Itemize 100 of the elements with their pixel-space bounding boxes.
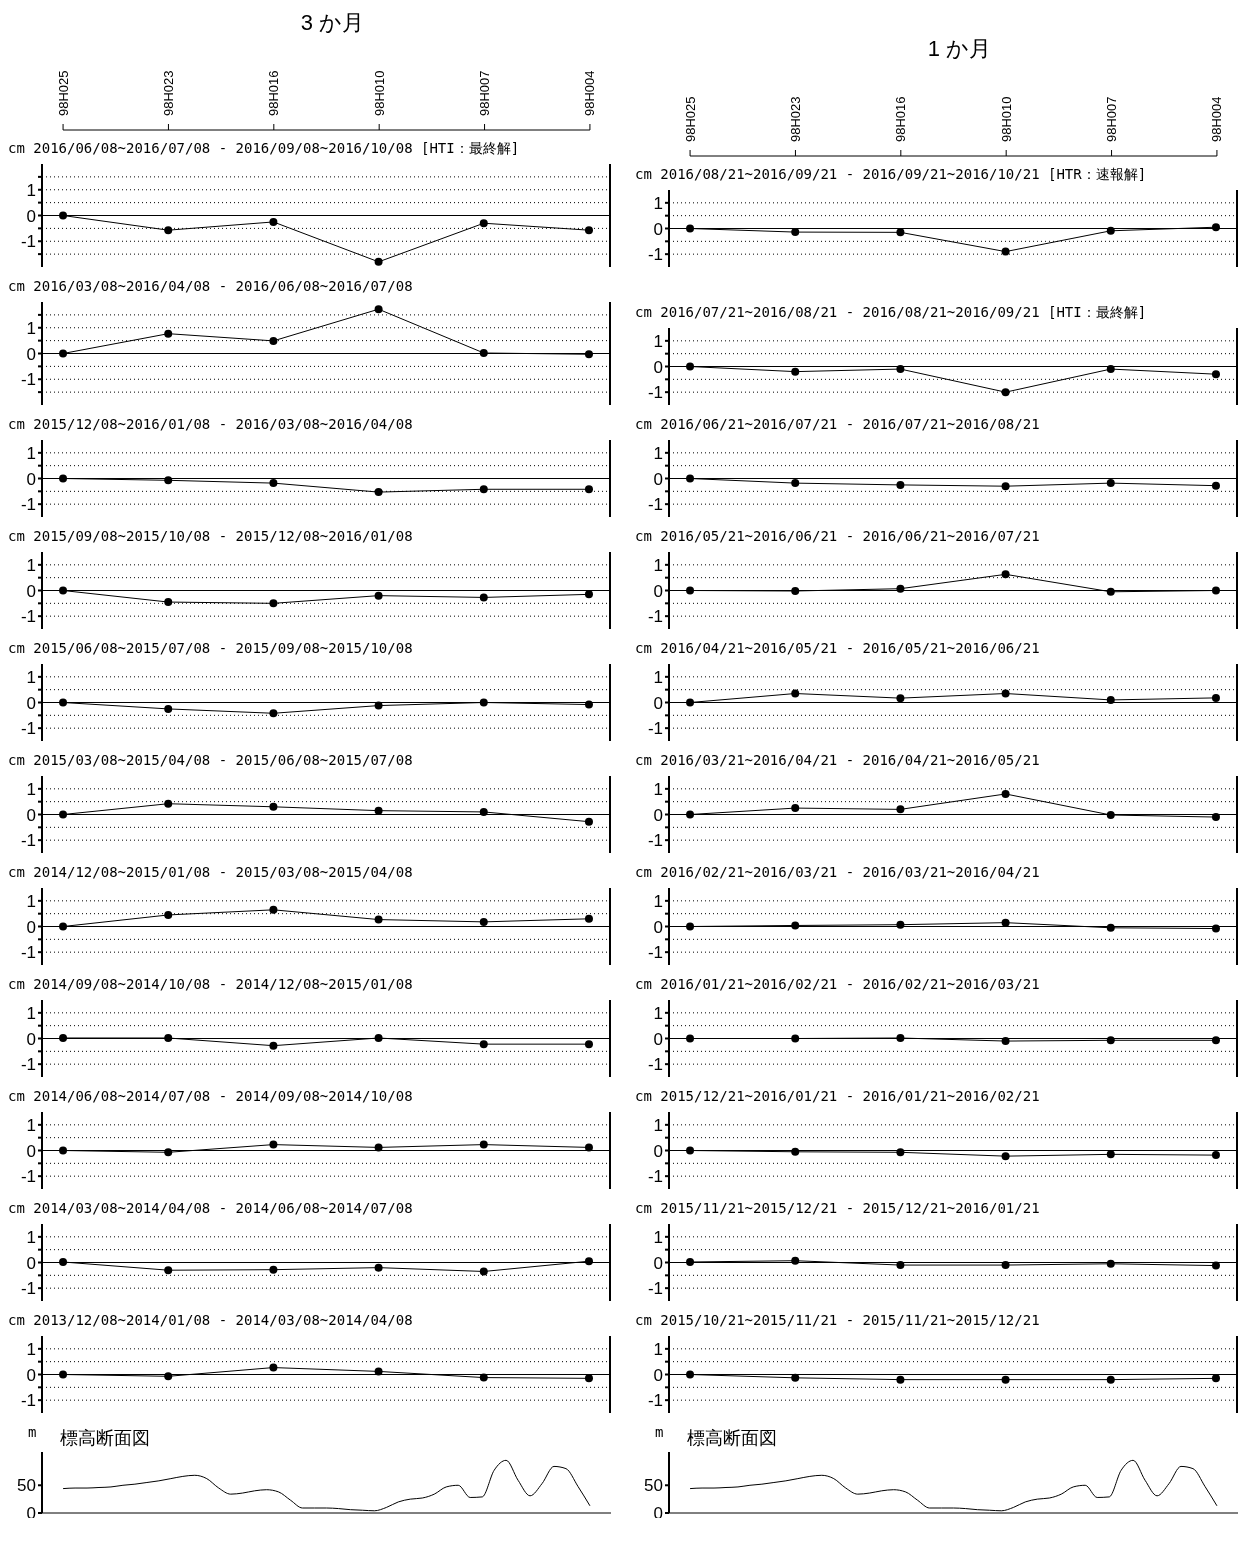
y-tick-label: 1 [653, 443, 663, 463]
y-axis-title: cm [635, 864, 652, 880]
y-tick-label: -1 [647, 383, 663, 403]
y-tick-label: 50 [644, 1476, 663, 1496]
y-axis-title: cm [635, 752, 652, 768]
chart-title: 2015/06/08~2015/07/08 - 2015/09/08~2015/10/08 [32, 640, 413, 656]
chart-title: 2015/12/21~2016/01/21 - 2016/01/21~2016/02/21 [659, 1088, 1040, 1104]
chart-title: 1 か月 [926, 35, 993, 63]
x-tick-label: 98H010 [998, 96, 1014, 142]
y-tick-label: 0 [26, 917, 36, 937]
chart-title: 2014/03/08~2014/04/08 - 2014/06/08~2014/07/08 [32, 1200, 413, 1216]
y-tick-label: 1 [653, 779, 663, 799]
y-tick-label: 0 [26, 1365, 36, 1385]
x-tick-label: 98H004 [1209, 96, 1225, 142]
y-tick-label: 1 [653, 555, 663, 575]
chart-title: 2015/11/21~2015/12/21 - 2015/12/21~2016/01/21 [659, 1200, 1040, 1216]
chart-subtitle: 2016/06/08~2016/07/08 - 2016/09/08~2016/10/08 [HTI：最終解] [32, 140, 520, 156]
y-axis-title: cm [8, 1200, 25, 1216]
y-tick-label: -1 [647, 831, 663, 851]
y-tick-label: 0 [653, 805, 663, 825]
y-axis-title: cm [8, 640, 25, 656]
y-tick-label: 1 [26, 443, 36, 463]
y-tick-label: -1 [20, 1055, 36, 1075]
y-tick-label: 0 [26, 1253, 36, 1273]
y-tick-label: 1 [653, 891, 663, 911]
y-tick-label: -1 [20, 943, 36, 963]
chart-title: 2016/03/08~2016/04/08 - 2016/06/08~2016/07/08 [32, 278, 413, 294]
chart-title: 2015/03/08~2015/04/08 - 2015/06/08~2015/07/08 [32, 752, 413, 768]
y-tick-label: 0 [653, 1141, 663, 1161]
chart-title: 2015/09/08~2015/10/08 - 2015/12/08~2016/01/08 [32, 528, 413, 544]
y-tick-label: 1 [26, 667, 36, 687]
x-tick-label: 98H007 [477, 70, 493, 116]
chart-title: 2015/10/21~2015/11/21 - 2015/11/21~2015/12/21 [659, 1312, 1040, 1328]
y-tick-label: 0 [653, 1253, 663, 1273]
y-tick-label: 1 [653, 667, 663, 687]
x-tick-label: 98H025 [682, 96, 698, 142]
y-tick-label: -1 [20, 232, 36, 252]
chart-title: 2016/05/21~2016/06/21 - 2016/06/21~2016/07/21 [659, 528, 1040, 544]
y-axis-title: cm [635, 1088, 652, 1104]
y-tick-label: 0 [653, 357, 663, 377]
chart-title: 2016/01/21~2016/02/21 - 2016/02/21~2016/03/21 [659, 976, 1040, 992]
y-tick-label: 0 [653, 1029, 663, 1049]
y-axis-title: cm [635, 640, 652, 656]
y-tick-label: 1 [653, 1339, 663, 1359]
chart-title: 2015/12/08~2016/01/08 - 2016/03/08~2016/04/08 [32, 416, 413, 432]
y-tick-label: -1 [20, 1167, 36, 1187]
y-tick-label: -1 [647, 719, 663, 739]
y-tick-label: -1 [647, 245, 663, 265]
y-tick-label: 0 [653, 581, 663, 601]
y-tick-label: 1 [26, 1339, 36, 1359]
y-axis-title: cm [635, 976, 652, 992]
y-axis-title: cm [635, 528, 652, 544]
y-tick-label: 1 [653, 331, 663, 351]
y-tick-label: 0 [653, 917, 663, 937]
y-tick-label: 0 [653, 1365, 663, 1385]
y-tick-label: 0 [26, 581, 36, 601]
y-tick-label: 1 [26, 1115, 36, 1135]
y-tick-label: 1 [26, 1227, 36, 1247]
y-tick-label: 1 [653, 1227, 663, 1247]
y-tick-label: 1 [26, 180, 36, 200]
y-axis-title: cm [8, 140, 25, 156]
text: 標高断面図 [60, 1427, 150, 1450]
y-axis-title: cm [8, 752, 25, 768]
y-tick-label: -1 [20, 1279, 36, 1299]
y-tick-label: -1 [20, 1391, 36, 1411]
y-tick-label: -1 [20, 607, 36, 627]
text: 標高断面図 [687, 1427, 777, 1450]
x-tick-label: 98H010 [371, 70, 387, 116]
y-tick-label: 0 [26, 805, 36, 825]
x-tick-label: 98H023 [787, 96, 803, 142]
y-tick-label: 0 [26, 1029, 36, 1049]
chart-title: 2016/07/21~2016/08/21 - 2016/08/21~2016/09/21 [HTI：最終解] [659, 304, 1147, 320]
x-tick-label: 98H025 [55, 70, 71, 116]
y-tick-label: 0 [26, 344, 36, 364]
y-tick-label: 1 [653, 1115, 663, 1135]
y-axis-title: cm [8, 416, 25, 432]
y-tick-label: 0 [653, 469, 663, 489]
y-tick-label: 1 [26, 555, 36, 575]
y-axis-title: cm [635, 1200, 652, 1216]
y-axis-title: cm [635, 304, 652, 320]
chart-title: 2016/02/21~2016/03/21 - 2016/03/21~2016/04/21 [659, 864, 1040, 880]
y-tick-label: -1 [647, 1279, 663, 1299]
y-tick-label: 0 [653, 693, 663, 713]
x-tick-label: 98H016 [266, 70, 282, 116]
y-tick-label: 1 [653, 193, 663, 213]
y-tick-label: 1 [26, 891, 36, 911]
y-tick-label: -1 [20, 831, 36, 851]
chart-title: 2016/06/21~2016/07/21 - 2016/07/21~2016/08/21 [659, 416, 1040, 432]
y-tick-label: 0 [26, 693, 36, 713]
chart-title: 2016/03/21~2016/04/21 - 2016/04/21~2016/05/21 [659, 752, 1040, 768]
chart-title: 2014/09/08~2014/10/08 - 2014/12/08~2015/01/08 [32, 976, 413, 992]
y-tick-label: -1 [20, 495, 36, 515]
x-tick-label: 98H023 [160, 70, 176, 116]
y-tick-label: -1 [647, 1167, 663, 1187]
y-tick-label: 0 [653, 219, 663, 239]
y-axis-title: cm [8, 1088, 25, 1104]
y-tick-label: 1 [26, 779, 36, 799]
y-tick-label: 1 [653, 1003, 663, 1023]
y-tick-label: -1 [647, 607, 663, 627]
y-axis-title: cm [8, 528, 25, 544]
